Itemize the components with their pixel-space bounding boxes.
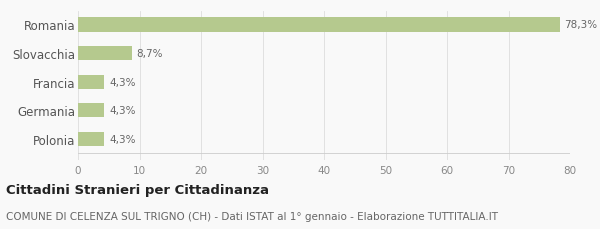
Bar — [78, 18, 560, 33]
Text: 8,7%: 8,7% — [136, 49, 163, 59]
Bar — [78, 104, 104, 118]
Text: 4,3%: 4,3% — [109, 77, 136, 87]
Text: COMUNE DI CELENZA SUL TRIGNO (CH) - Dati ISTAT al 1° gennaio - Elaborazione TUTT: COMUNE DI CELENZA SUL TRIGNO (CH) - Dati… — [6, 211, 498, 221]
Text: Cittadini Stranieri per Cittadinanza: Cittadini Stranieri per Cittadinanza — [6, 183, 269, 196]
Text: 4,3%: 4,3% — [109, 106, 136, 116]
Bar — [78, 75, 104, 90]
Bar — [78, 47, 131, 61]
Bar — [78, 132, 104, 146]
Text: 4,3%: 4,3% — [109, 134, 136, 144]
Text: 78,3%: 78,3% — [565, 20, 598, 30]
